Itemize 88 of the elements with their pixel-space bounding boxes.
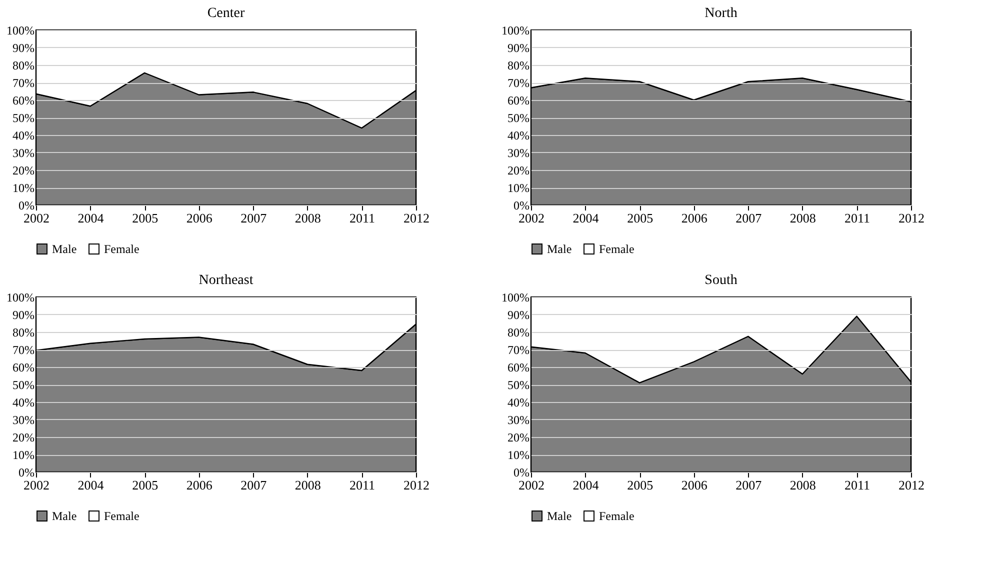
y-tick-label: 60% (12, 360, 34, 374)
chart-title: Center (207, 6, 245, 21)
y-tick-label: 60% (508, 360, 530, 374)
x-tick-label: 2004 (78, 478, 104, 492)
x-tick-label: 2011 (349, 210, 375, 226)
y-tick-label: 100% (502, 290, 530, 304)
y-tick-label: 20% (508, 164, 530, 178)
x-tick-label: 2006 (186, 210, 213, 226)
y-tick-label: 50% (12, 378, 34, 392)
chart-title: Northeast (198, 273, 254, 288)
y-tick-label: 50% (508, 111, 530, 125)
x-tick-label: 2004 (572, 210, 600, 226)
x-tick-label: 2002 (24, 478, 50, 492)
legend-label: Male (52, 242, 77, 256)
y-tick-label: 30% (12, 146, 34, 160)
x-tick-label: 2004 (572, 478, 600, 492)
legend-label: Female (104, 509, 140, 523)
y-tick-label: 30% (508, 413, 530, 427)
y-tick-label: 80% (508, 326, 530, 340)
y-tick-label: 90% (12, 41, 34, 55)
x-tick-label: 2007 (240, 478, 268, 492)
legend-label: Female (599, 242, 634, 256)
x-tick-label: 2012 (898, 210, 924, 226)
y-tick-label: 80% (12, 326, 34, 340)
legend-label: Male (547, 509, 572, 523)
y-tick-label: 30% (508, 146, 530, 160)
chart-title: North (704, 6, 738, 21)
x-tick-label: 2002 (518, 478, 544, 492)
y-tick-label: 40% (508, 396, 530, 410)
x-tick-label: 2012 (898, 478, 924, 492)
y-tick-label: 10% (12, 181, 34, 195)
y-tick-label: 60% (12, 94, 34, 108)
x-tick-label: 2006 (186, 478, 213, 492)
legend-label: Male (547, 242, 572, 256)
x-tick-label: 2005 (132, 478, 158, 492)
legend-label: Female (104, 242, 140, 256)
x-tick-label: 2002 (24, 210, 50, 226)
y-tick-label: 70% (12, 343, 34, 357)
x-tick-label: 2007 (736, 478, 762, 492)
x-tick-label: 2008 (294, 210, 321, 226)
y-tick-label: 70% (12, 76, 34, 90)
x-tick-label: 2002 (518, 210, 544, 226)
x-tick-label: 2008 (294, 478, 321, 492)
y-tick-label: 70% (508, 343, 530, 357)
y-tick-label: 80% (12, 58, 34, 72)
y-tick-label: 50% (12, 111, 34, 125)
y-tick-label: 40% (12, 396, 34, 410)
y-tick-label: 0% (514, 198, 530, 212)
x-tick-label: 2007 (736, 210, 762, 226)
y-tick-label: 90% (508, 41, 530, 55)
y-tick-label: 50% (508, 378, 530, 392)
y-tick-label: 10% (508, 181, 530, 195)
y-tick-label: 60% (508, 94, 530, 108)
x-tick-label: 2012 (404, 210, 430, 226)
y-tick-label: 70% (508, 76, 530, 90)
x-tick-label: 2011 (349, 478, 375, 492)
y-tick-label: 0% (18, 198, 34, 212)
y-tick-label: 0% (514, 466, 530, 480)
x-tick-label: 2006 (681, 478, 708, 492)
y-tick-label: 30% (12, 413, 34, 427)
y-tick-label: 80% (508, 58, 530, 72)
x-tick-label: 2008 (790, 210, 816, 226)
x-tick-label: 2006 (681, 210, 708, 226)
y-tick-label: 40% (12, 128, 34, 142)
y-tick-label: 100% (502, 24, 530, 38)
y-tick-label: 10% (12, 448, 34, 462)
y-tick-label: 0% (18, 466, 34, 480)
y-tick-label: 10% (508, 448, 530, 462)
y-tick-label: 20% (12, 430, 34, 444)
x-tick-label: 2007 (240, 210, 268, 226)
y-tick-label: 100% (6, 290, 34, 304)
x-tick-label: 2011 (844, 210, 870, 226)
y-tick-label: 40% (508, 128, 530, 142)
chart-title: South (704, 273, 738, 288)
y-tick-label: 100% (6, 24, 34, 38)
legend-label: Female (599, 509, 634, 523)
x-tick-label: 2011 (844, 478, 870, 492)
y-tick-label: 20% (508, 430, 530, 444)
y-tick-label: 90% (508, 308, 530, 322)
x-tick-label: 2005 (132, 210, 158, 226)
x-tick-label: 2012 (404, 478, 430, 492)
x-tick-label: 2004 (78, 210, 104, 226)
x-tick-label: 2005 (627, 478, 654, 492)
y-tick-label: 20% (12, 164, 34, 178)
y-tick-label: 90% (12, 308, 34, 322)
legend-label: Male (52, 509, 77, 523)
x-tick-label: 2008 (790, 478, 816, 492)
x-tick-label: 2005 (627, 210, 654, 226)
